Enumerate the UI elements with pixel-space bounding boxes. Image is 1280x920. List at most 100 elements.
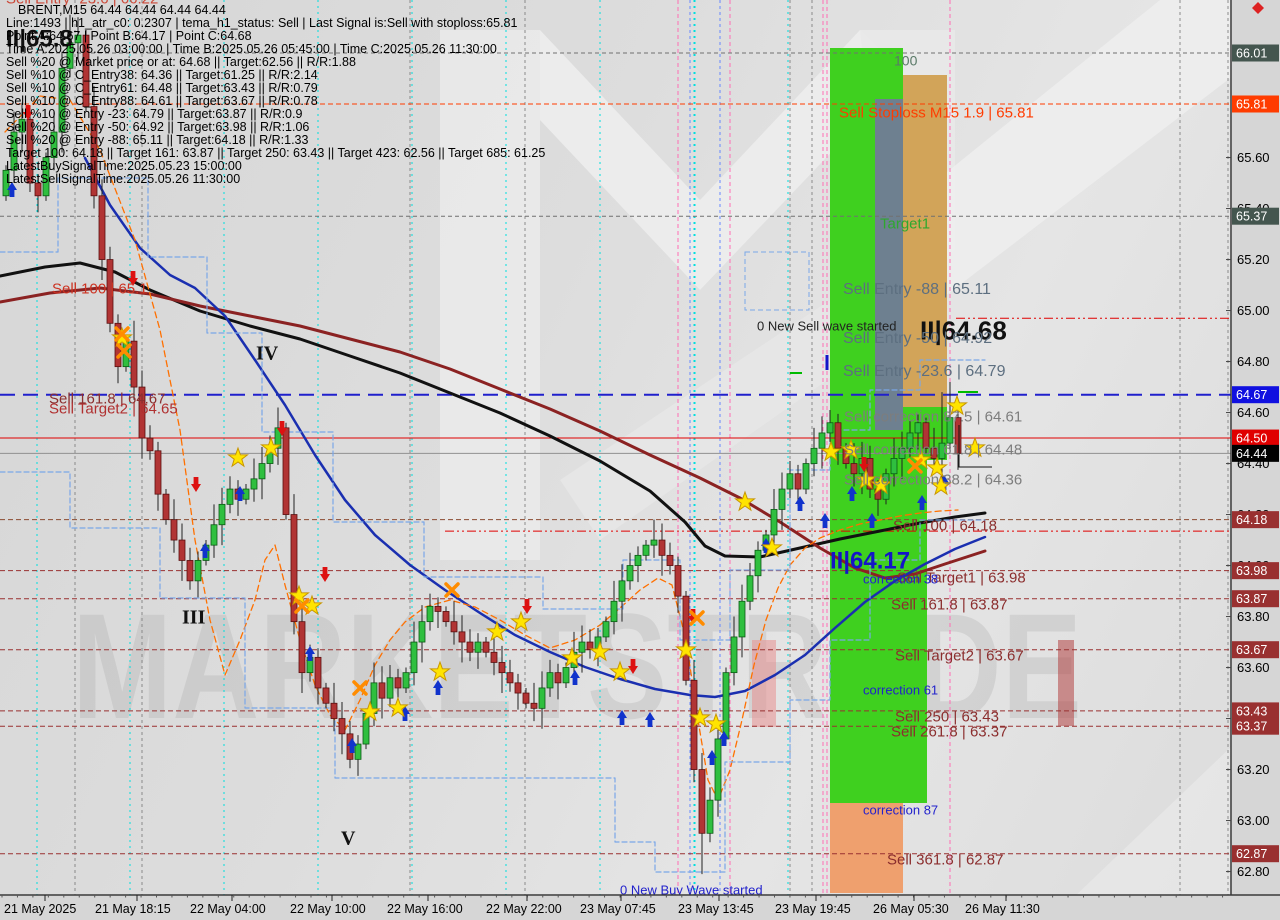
price-axis-label: 65.20 [1237,252,1270,267]
info-row: LatestBuySignalTime:2025.05.23 15:00:00 [6,159,242,173]
candlestick [954,408,962,470]
star-marker [820,440,842,462]
price-badge: 65.37 [1232,207,1279,225]
price-axis-label: 63.60 [1237,660,1270,675]
candlestick [34,174,42,213]
buy-arrow-marker [570,670,580,685]
candlestick [426,593,434,631]
chart-annotation: correction 87 [863,803,938,818]
svg-text:63.67: 63.67 [1236,643,1267,657]
chart-annotation: Sell correction 38.2 | 64.36 [844,471,1022,488]
chart-annotation: 0 New Buy Wave started [620,883,763,898]
price-axis-label: 63.00 [1237,813,1270,828]
star-marker [930,474,952,496]
candlestick [930,427,938,472]
info-row: Sell %20 @ Entry -88: 65.11 || Target:64… [6,133,309,147]
price-badge: 63.67 [1232,641,1279,659]
svg-text:63.87: 63.87 [1236,592,1267,606]
star-marker [359,700,381,722]
svg-text:65.81: 65.81 [1236,98,1267,112]
signal-zone-band [1058,640,1074,726]
buy-arrow-marker [645,712,655,727]
x-marker [294,598,310,614]
star-marker [840,438,862,460]
star-marker [705,712,727,734]
logo-watermark [540,30,905,290]
signal-zone-band [752,640,776,727]
info-row: Point A:64.67 | Point B:64.17 | Point C:… [6,29,252,43]
time-axis-label: 26 May 05:30 [873,902,949,916]
star-marker [486,620,508,642]
signal-zone-band [875,99,903,430]
star-marker [946,394,968,416]
candlestick [666,542,674,575]
chart-annotation: Sell Target1 | 63.98 [897,569,1026,586]
candlestick [378,666,386,719]
candlestick [194,551,202,598]
candlestick [602,616,610,643]
sell-arrow-marker [522,599,532,614]
sell-arrow-marker [859,457,869,472]
buy-arrow-marker [917,495,927,510]
chart-annotation: Sell 250 | 63.43 [895,708,999,725]
candlestick [26,106,34,192]
star-marker [589,640,611,662]
candlestick [386,665,394,708]
candlestick [826,410,834,442]
time-axis-label: 23 May 19:45 [775,902,851,916]
trail-orange-line [4,95,959,801]
price-badge: 63.98 [1232,562,1279,580]
candlestick [618,564,626,622]
buy-arrow-marker [7,182,17,197]
chart-annotation: Sell Target2 | 63.67 [895,647,1024,664]
candlestick [402,667,410,694]
candlestick [922,417,930,454]
chart-annotation: Sell 361.8 | 62.87 [887,851,1003,868]
candlestick [90,86,98,209]
time-axis-label: 21 May 18:15 [95,902,171,916]
svg-text:62.87: 62.87 [1236,847,1267,861]
signal-zone-band [830,803,903,893]
sell-arrow-marker [277,421,287,436]
sell-arrow-marker [688,609,698,624]
price-badge: 62.87 [1232,845,1279,863]
candlestick [330,682,338,732]
candlestick [778,472,786,530]
x-marker [114,326,130,342]
candlestick [650,519,658,558]
price-badge: 63.43 [1232,702,1279,720]
star-marker [734,490,756,512]
buy-arrow-marker [235,486,246,501]
sell-arrow-marker [191,477,202,492]
candlestick [706,787,714,843]
info-row: Sell %10 @ C_Entry38: 64.36 || Target:61… [6,68,318,82]
logo-watermark [1076,746,1231,895]
info-row: Sell %10 @ Entry -23: 64.79 || Target:63… [6,107,303,121]
signal-zone-band [903,460,927,803]
info-row: Time A:2025.05.26 03:00:00 | Time B:2025… [6,42,497,56]
price-axis-label: 65.60 [1237,150,1270,165]
price-badge: 64.50 [1232,429,1279,447]
chart-annotation: Sell Entry -23.6 | 66.22 [6,0,158,7]
chart-annotation: III [182,606,206,628]
price-axis-label: 63.80 [1237,609,1270,624]
candlestick [634,546,642,583]
candlestick [50,111,58,171]
candlestick [530,682,538,722]
candlestick [178,523,186,581]
star-marker [689,706,711,728]
star-marker [926,456,948,478]
candlestick [914,413,922,450]
candlestick [58,51,66,153]
candlestick [730,616,738,686]
candlestick [554,663,562,700]
x-marker [116,343,132,359]
candlestick [754,541,762,593]
star-marker [387,696,409,718]
buy-arrow-marker [795,496,805,511]
chart-annotation: 100 [894,52,918,68]
